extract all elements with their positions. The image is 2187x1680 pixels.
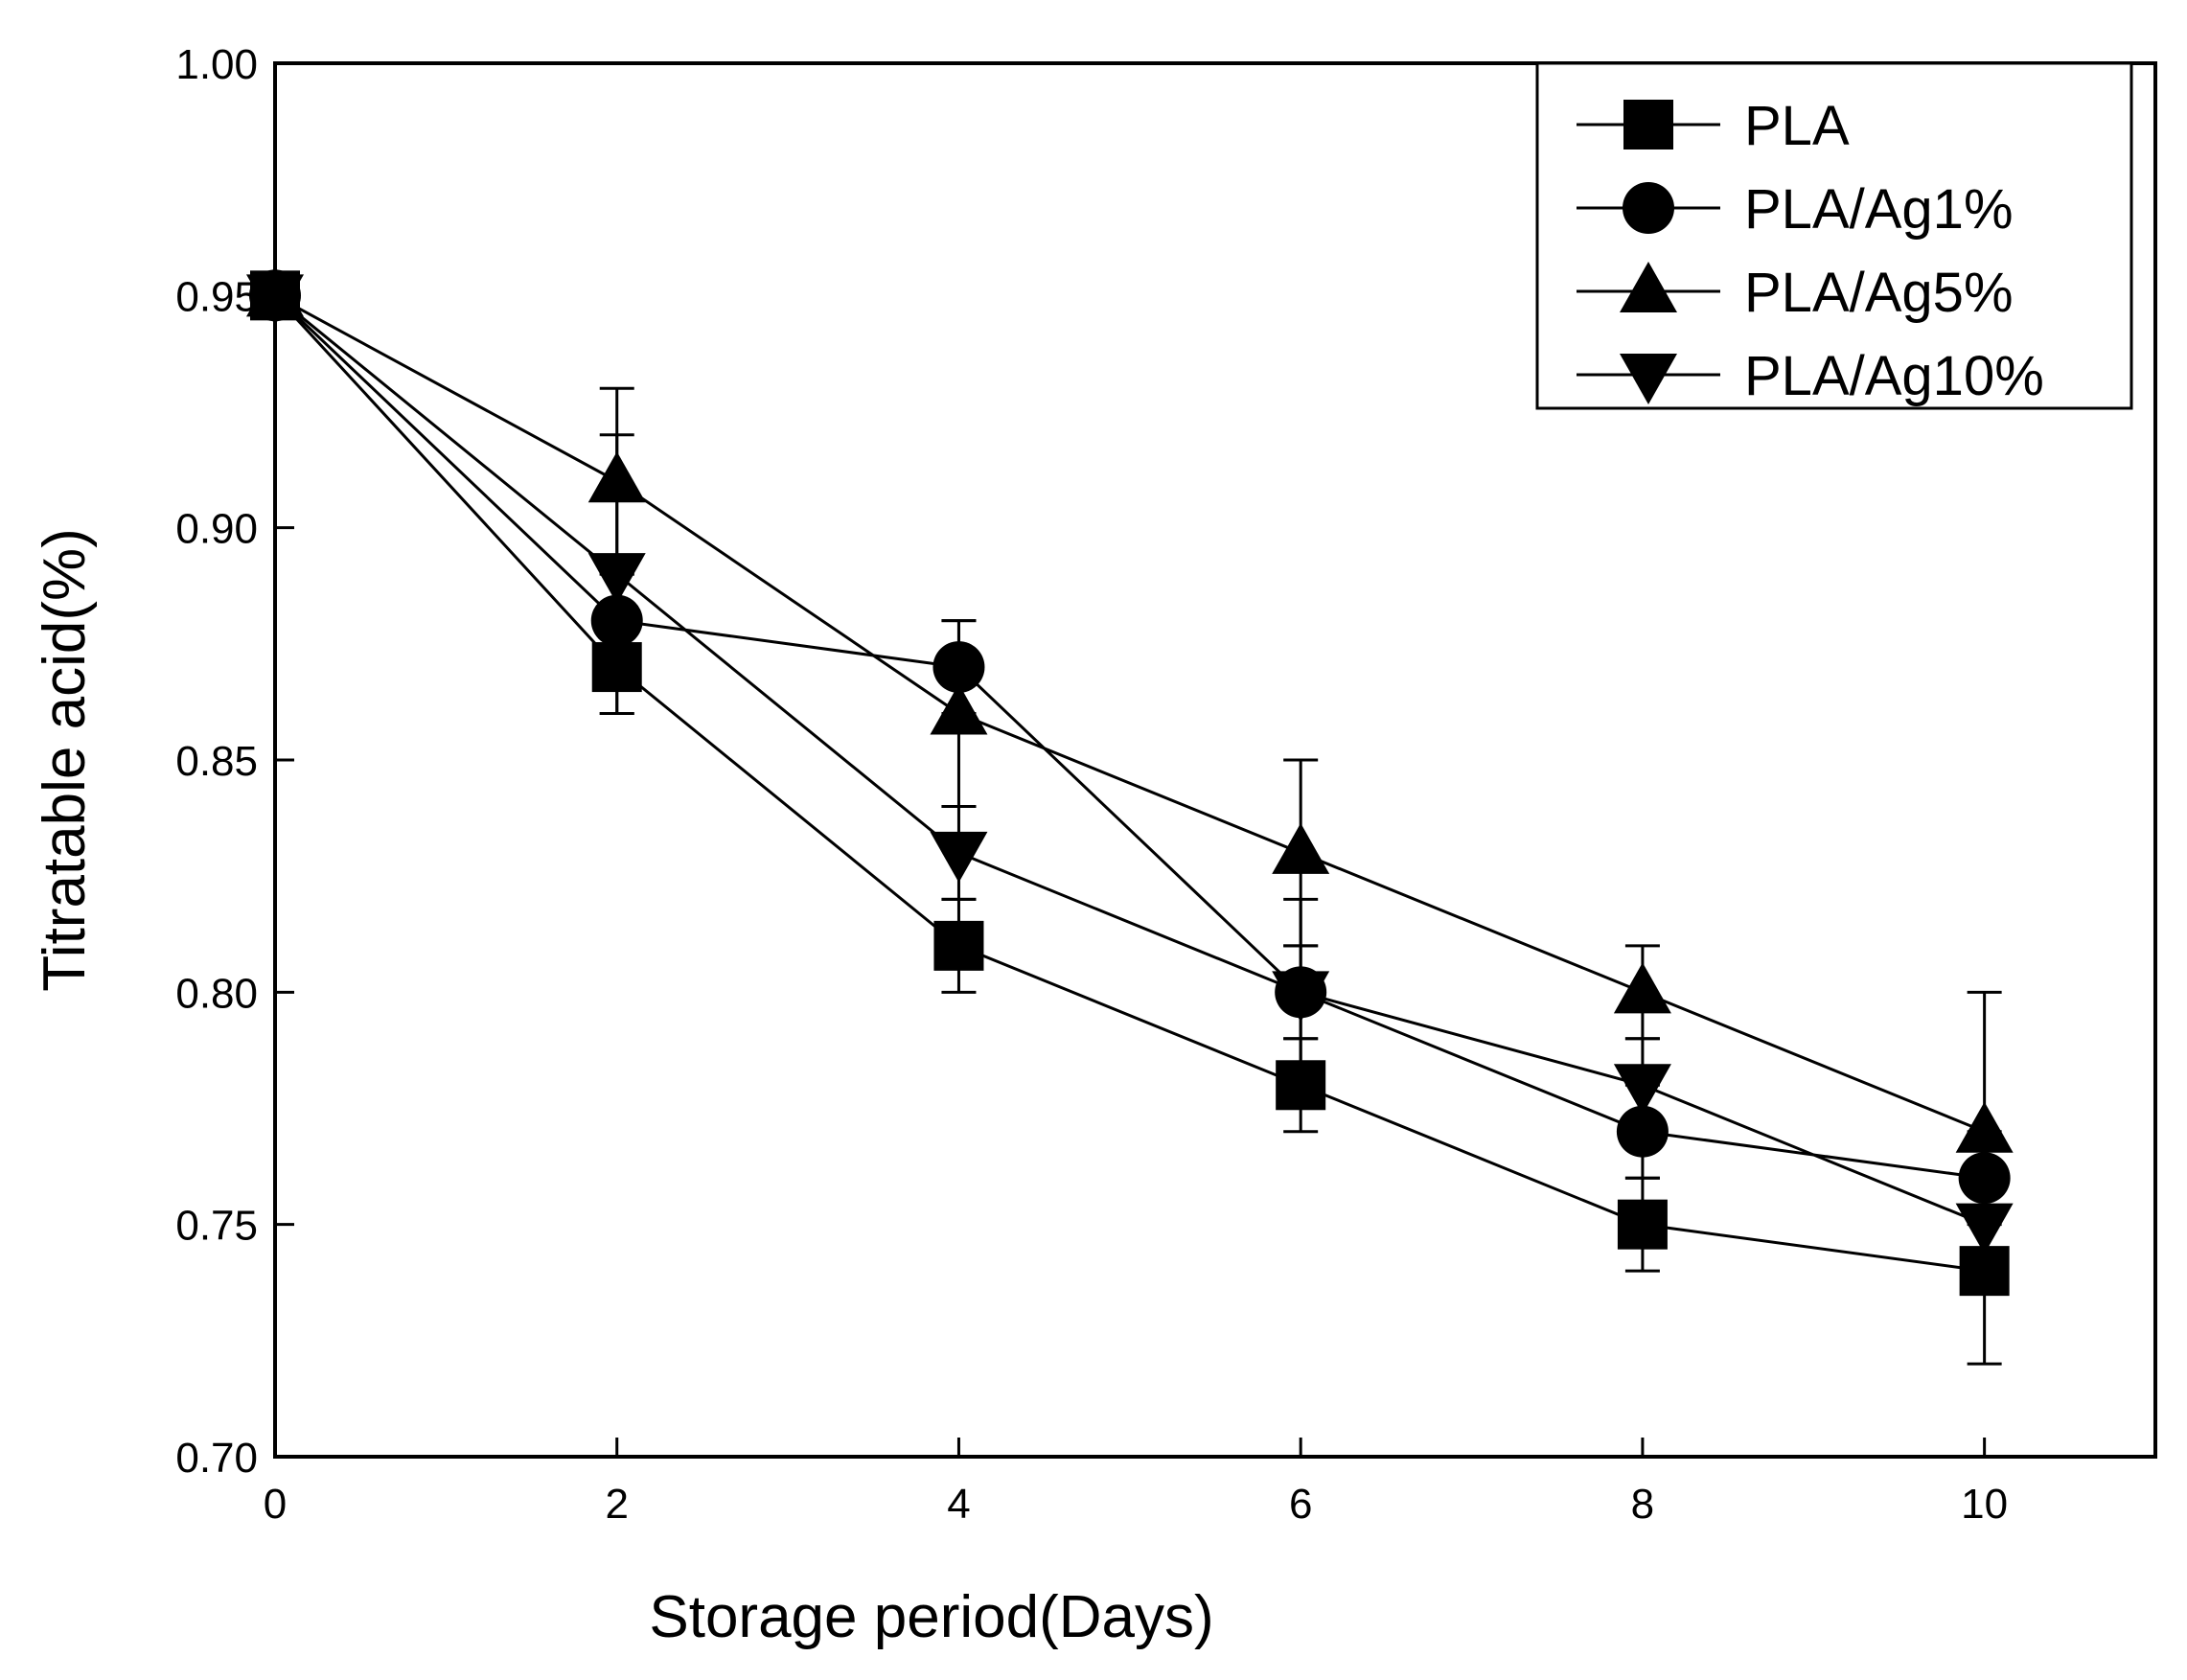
- series-2: [246, 265, 2014, 1273]
- y-axis: 0.70 0.75 0.80 0.85 0.90 0.95 1.00: [175, 41, 294, 1482]
- y-tick-label: 0.95: [175, 273, 258, 320]
- data-point: [246, 274, 304, 326]
- x-tick-label: 2: [605, 1481, 628, 1528]
- y-tick-label: 1.00: [175, 41, 258, 88]
- x-tick-label: 10: [1961, 1481, 2008, 1528]
- legend-marker: [1620, 262, 1677, 312]
- x-tick-label: 8: [1631, 1481, 1654, 1528]
- legend-label: PLA: [1744, 95, 1850, 157]
- data-point: [933, 920, 984, 971]
- y-tick-label: 0.90: [175, 506, 258, 553]
- legend-marker: [1620, 354, 1677, 404]
- series-0: [250, 270, 2010, 1366]
- series-3: [246, 274, 2014, 1273]
- legend-marker: [1623, 100, 1673, 150]
- data-point: [1613, 1064, 1671, 1116]
- series-line: [274, 294, 1986, 1227]
- x-axis: 0 2 4 6 8 10: [264, 1438, 2008, 1528]
- legend: PLA PLA/Ag1% PLA/Ag5% PLA/Ag10%: [1535, 61, 2133, 410]
- series-line: [273, 294, 1985, 1273]
- y-axis-title: Titratable acid(%): [32, 528, 98, 992]
- data-point: [1955, 1101, 2014, 1153]
- y-tick-label: 0.75: [175, 1203, 258, 1250]
- series-layer: [246, 265, 2014, 1366]
- legend-label: PLA/Ag10%: [1744, 345, 2044, 407]
- x-axis-title: Storage period(Days): [649, 1584, 1213, 1650]
- x-tick-label: 6: [1289, 1481, 1312, 1528]
- legend-label: PLA/Ag1%: [1744, 178, 2014, 241]
- series-1: [249, 269, 2011, 1227]
- data-point: [587, 553, 646, 605]
- x-tick-label: 0: [264, 1481, 287, 1528]
- data-point: [930, 831, 988, 883]
- data-point: [1272, 971, 1330, 1023]
- y-tick-label: 0.85: [175, 738, 258, 785]
- legend-marker: [1623, 182, 1674, 234]
- x-tick-label: 4: [947, 1481, 970, 1528]
- data-point: [1955, 1203, 2014, 1254]
- y-tick-label: 0.80: [175, 970, 258, 1017]
- legend-label: PLA/Ag5%: [1744, 262, 2014, 324]
- data-point: [1613, 962, 1671, 1014]
- series-line: [274, 294, 1986, 1134]
- data-point: [1617, 1199, 1668, 1250]
- data-point: [930, 683, 988, 735]
- y-tick-label: 0.70: [175, 1435, 258, 1482]
- data-point: [1272, 822, 1330, 874]
- series-line: [273, 294, 1985, 1180]
